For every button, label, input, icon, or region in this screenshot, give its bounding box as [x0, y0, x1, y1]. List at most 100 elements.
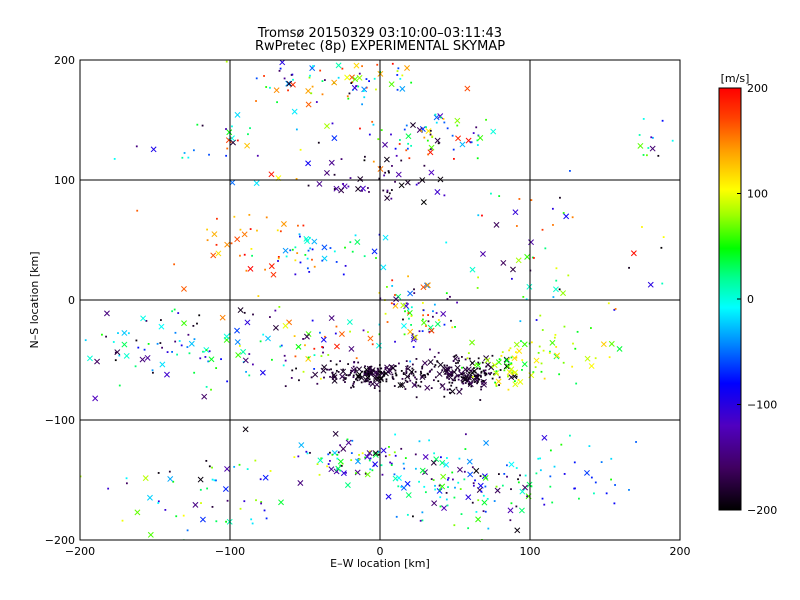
data-point: [642, 154, 645, 156]
data-point: [610, 478, 612, 481]
data-point-x: [262, 474, 269, 481]
data-point: [205, 459, 208, 462]
data-point-x: [354, 239, 361, 245]
data-point: [251, 522, 254, 525]
data-point: [215, 479, 217, 482]
data-point: [152, 371, 154, 374]
data-point: [296, 252, 299, 255]
data-point: [295, 178, 298, 180]
data-point: [383, 174, 386, 177]
data-point: [329, 375, 331, 378]
data-point: [563, 473, 566, 475]
data-point: [477, 361, 480, 364]
data-point: [265, 216, 268, 219]
data-point: [467, 527, 470, 530]
data-point: [230, 242, 233, 245]
data-point: [426, 139, 429, 142]
data-point: [323, 79, 326, 81]
data-point: [386, 191, 389, 194]
data-point: [457, 374, 459, 377]
data-point-x: [328, 315, 335, 322]
data-point: [434, 113, 437, 116]
data-point: [256, 154, 259, 157]
data-point: [454, 486, 456, 489]
data-point-x: [473, 467, 480, 474]
data-point: [397, 67, 400, 70]
data-point-x: [434, 189, 441, 195]
data-point-x: [424, 282, 431, 289]
data-point: [403, 128, 406, 131]
data-point: [435, 121, 438, 124]
data-point: [461, 380, 464, 383]
data-point: [405, 360, 408, 362]
data-point: [388, 171, 390, 174]
data-point: [188, 352, 191, 355]
data-point-x: [134, 509, 141, 516]
data-point-x: [521, 361, 528, 368]
data-point: [521, 368, 523, 371]
data-point: [135, 145, 138, 148]
data-point: [394, 147, 397, 150]
data-point-x: [244, 142, 251, 149]
data-point: [362, 329, 365, 332]
data-point-x: [434, 321, 441, 327]
data-point-x: [340, 445, 347, 452]
data-point: [352, 374, 355, 377]
data-point: [408, 317, 410, 320]
data-point-x: [52, 330, 57, 335]
data-point: [423, 374, 425, 376]
data-point: [402, 372, 405, 374]
data-point: [157, 472, 160, 474]
data-point: [410, 372, 413, 375]
data-point-x: [188, 340, 195, 347]
data-point: [368, 375, 371, 378]
data-point: [479, 374, 482, 377]
data-point: [331, 453, 334, 456]
data-point: [463, 478, 466, 481]
data-point: [338, 56, 340, 58]
data-point: [594, 357, 597, 360]
data-point: [484, 510, 487, 513]
data-point: [121, 519, 124, 522]
data-point: [590, 327, 592, 329]
data-point: [407, 308, 410, 311]
data-point-x: [376, 342, 382, 349]
data-point: [491, 354, 494, 357]
data-point-x: [235, 352, 242, 358]
data-point-x: [516, 348, 523, 354]
data-point: [343, 376, 345, 379]
data-point: [414, 453, 417, 456]
data-point: [233, 465, 236, 468]
data-point-x: [528, 372, 535, 379]
data-point: [363, 96, 366, 99]
data-point-x: [475, 516, 482, 523]
data-point: [306, 452, 309, 455]
data-point-x: [304, 238, 311, 245]
data-point: [350, 82, 353, 84]
data-point: [455, 354, 458, 357]
data-point: [480, 490, 483, 493]
data-point: [524, 474, 527, 477]
data-point: [329, 459, 331, 462]
data-point-x: [312, 371, 319, 378]
data-point: [489, 373, 491, 376]
data-point: [394, 180, 396, 183]
data-point: [368, 80, 370, 83]
data-point: [515, 351, 517, 354]
data-point-x: [361, 86, 368, 93]
data-point-x: [355, 373, 362, 380]
data-point-x: [377, 376, 384, 383]
data-point: [515, 372, 518, 375]
data-point-x: [433, 114, 440, 121]
data-point: [429, 148, 432, 151]
data-point: [367, 187, 369, 189]
data-point-x: [371, 248, 378, 255]
data-point: [480, 380, 483, 383]
data-point: [476, 377, 478, 380]
data-point: [294, 355, 297, 358]
data-point: [350, 386, 352, 389]
data-point: [451, 326, 454, 329]
data-point: [590, 476, 593, 479]
data-point: [569, 434, 571, 437]
data-point: [349, 373, 351, 376]
